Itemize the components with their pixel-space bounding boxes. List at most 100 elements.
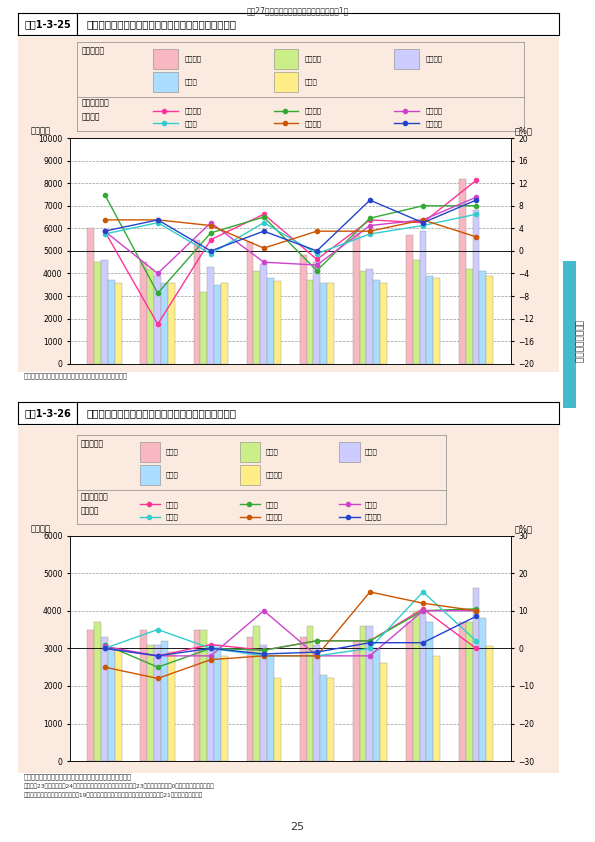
Bar bbox=[115, 283, 122, 364]
Text: 25: 25 bbox=[290, 822, 305, 832]
Bar bbox=[480, 271, 486, 364]
Bar bbox=[306, 626, 314, 761]
Bar bbox=[115, 648, 122, 761]
Bar bbox=[359, 626, 367, 761]
Text: 資料：㈱不動産経済研究所「近畿圏のマンション市場動向」: 資料：㈱不動産経済研究所「近畿圏のマンション市場動向」 bbox=[24, 773, 132, 780]
Bar bbox=[320, 674, 327, 761]
FancyBboxPatch shape bbox=[339, 442, 359, 461]
Bar bbox=[253, 626, 261, 761]
Text: 和歌山県: 和歌山県 bbox=[265, 472, 283, 478]
Bar bbox=[108, 280, 115, 364]
Bar bbox=[427, 275, 433, 364]
Text: 地区別価格: 地区別価格 bbox=[81, 440, 104, 449]
Bar bbox=[168, 652, 175, 761]
Bar bbox=[253, 271, 261, 364]
Text: （右軸）: （右軸） bbox=[81, 506, 99, 515]
Text: （右軸）: （右軸） bbox=[82, 113, 101, 122]
Text: （%）: （%） bbox=[515, 525, 533, 533]
Text: 図表1-3-25: 図表1-3-25 bbox=[24, 19, 71, 29]
Bar bbox=[486, 647, 493, 761]
Bar bbox=[95, 622, 101, 761]
Bar bbox=[314, 262, 320, 364]
Text: 前年比増加率: 前年比増加率 bbox=[81, 492, 109, 501]
Text: 東京区部: 東京区部 bbox=[184, 56, 202, 62]
Bar bbox=[413, 260, 419, 364]
Bar bbox=[413, 610, 419, 761]
Bar bbox=[300, 637, 306, 761]
Text: 土地に関する動向: 土地に関する動向 bbox=[573, 319, 583, 363]
Bar bbox=[214, 285, 221, 364]
Bar bbox=[267, 656, 274, 761]
Bar bbox=[148, 645, 154, 761]
Text: 首都圏計: 首都圏計 bbox=[425, 120, 443, 127]
FancyBboxPatch shape bbox=[154, 72, 178, 92]
Bar bbox=[108, 648, 115, 761]
Bar bbox=[154, 645, 161, 761]
Bar bbox=[274, 679, 281, 761]
Bar bbox=[314, 645, 320, 761]
Bar bbox=[168, 283, 175, 364]
Bar bbox=[459, 179, 466, 364]
Bar bbox=[95, 262, 101, 364]
Bar bbox=[374, 648, 380, 761]
Text: （万円）: （万円） bbox=[30, 525, 51, 533]
Bar bbox=[221, 283, 228, 364]
Text: 滋賀県: 滋賀県 bbox=[166, 472, 178, 478]
Bar bbox=[433, 278, 440, 364]
Bar bbox=[480, 618, 486, 761]
Bar bbox=[374, 280, 380, 364]
Text: 東京都下: 東京都下 bbox=[305, 108, 322, 115]
Text: 平成27年度の地価・土地取引等の動向　第1章: 平成27年度の地価・土地取引等の動向 第1章 bbox=[246, 6, 349, 15]
Bar bbox=[419, 231, 427, 364]
Bar bbox=[161, 283, 168, 364]
Text: 前年増加比率については、平成19年時の地区別供給戸数のデータが無いため、平成21年から計上している: 前年増加比率については、平成19年時の地区別供給戸数のデータが無いため、平成21… bbox=[24, 792, 203, 798]
Bar bbox=[427, 622, 433, 761]
Text: 神奈川県: 神奈川県 bbox=[425, 56, 443, 62]
Text: （万円）: （万円） bbox=[30, 127, 51, 136]
Text: 兵庫県: 兵庫県 bbox=[265, 501, 278, 508]
Bar bbox=[353, 641, 359, 761]
FancyBboxPatch shape bbox=[240, 442, 260, 461]
Text: 京都府: 京都府 bbox=[365, 449, 378, 456]
Text: 大阪府: 大阪府 bbox=[166, 501, 178, 508]
FancyBboxPatch shape bbox=[140, 442, 161, 461]
Text: 滋賀県: 滋賀県 bbox=[166, 514, 178, 520]
Bar bbox=[201, 630, 207, 761]
Bar bbox=[406, 235, 413, 364]
Bar bbox=[261, 645, 267, 761]
Bar bbox=[353, 233, 359, 364]
Text: 東京区部: 東京区部 bbox=[184, 108, 202, 115]
Bar bbox=[466, 622, 472, 761]
Text: 前千葉県: 前千葉県 bbox=[305, 120, 322, 127]
Bar bbox=[267, 278, 274, 364]
Text: 千葉県: 千葉県 bbox=[305, 78, 318, 85]
Bar bbox=[380, 283, 387, 364]
Text: 兵庫県: 兵庫県 bbox=[265, 449, 278, 456]
Text: 神奈川県: 神奈川県 bbox=[425, 108, 443, 115]
Bar bbox=[207, 267, 214, 364]
Text: 首都圏における新築マンション価格の推移（地区別）: 首都圏における新築マンション価格の推移（地区別） bbox=[87, 19, 237, 29]
Text: 京都府: 京都府 bbox=[365, 501, 378, 508]
Bar bbox=[140, 262, 148, 364]
Text: 近畿圏計: 近畿圏計 bbox=[365, 514, 382, 520]
Text: 図表1-3-26: 図表1-3-26 bbox=[24, 408, 71, 418]
Bar bbox=[221, 656, 228, 761]
Text: 東京都下: 東京都下 bbox=[305, 56, 322, 62]
Bar bbox=[406, 622, 413, 761]
Bar bbox=[261, 264, 267, 364]
Text: 前年比増加率: 前年比増加率 bbox=[82, 99, 109, 108]
Bar bbox=[140, 630, 148, 761]
Bar bbox=[380, 663, 387, 761]
Bar bbox=[101, 260, 108, 364]
Text: 和歌山県: 和歌山県 bbox=[265, 514, 283, 520]
Bar bbox=[367, 626, 374, 761]
Bar bbox=[246, 637, 253, 761]
FancyBboxPatch shape bbox=[274, 49, 298, 69]
Bar bbox=[87, 630, 95, 761]
Bar bbox=[327, 679, 334, 761]
Text: （%）: （%） bbox=[515, 127, 533, 136]
Text: 大阪府: 大阪府 bbox=[166, 449, 178, 456]
Bar bbox=[161, 641, 168, 761]
FancyBboxPatch shape bbox=[154, 49, 178, 69]
FancyBboxPatch shape bbox=[240, 466, 260, 485]
